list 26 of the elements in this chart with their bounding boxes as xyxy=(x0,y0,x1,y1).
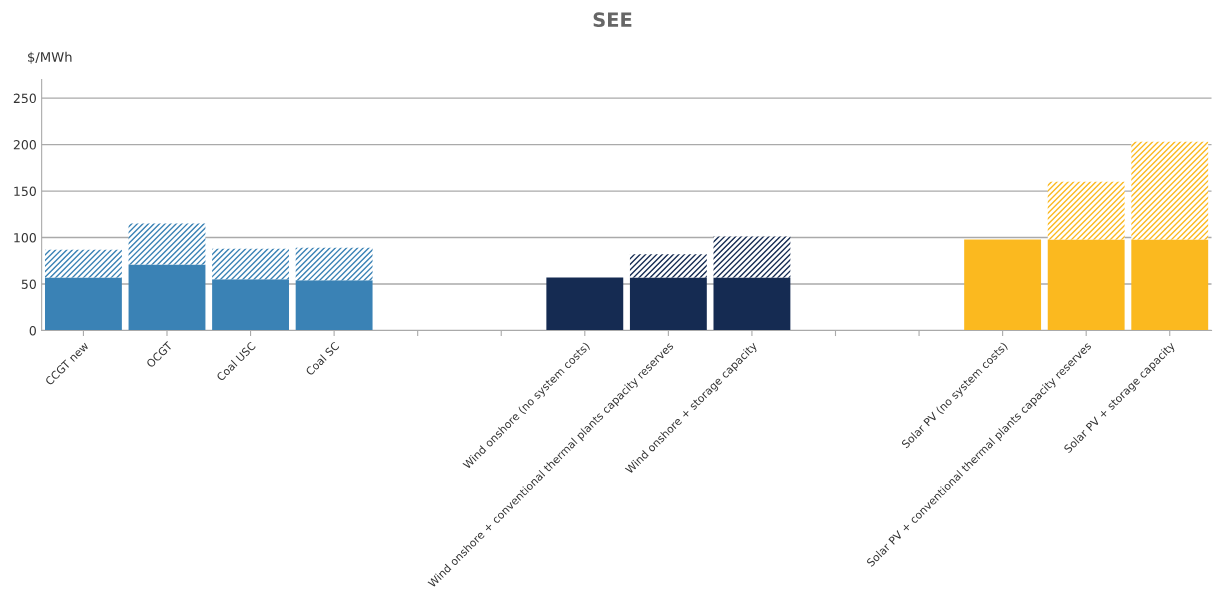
bar xyxy=(546,277,624,331)
bar xyxy=(1131,239,1209,331)
chart-title: SEE xyxy=(593,12,632,28)
bar xyxy=(713,236,791,278)
bar xyxy=(295,247,373,281)
bar xyxy=(629,254,707,278)
bar xyxy=(44,249,122,278)
y-tick-label: 250 xyxy=(13,93,36,104)
bar xyxy=(128,223,206,265)
bar xyxy=(128,264,206,331)
y-axis-title: $/MWh xyxy=(28,51,72,64)
y-tick-label: 0 xyxy=(29,325,36,336)
bar xyxy=(295,280,373,331)
bar xyxy=(1047,239,1125,331)
y-tick-label: 150 xyxy=(14,186,36,197)
bar xyxy=(1047,181,1125,240)
bar xyxy=(212,279,289,331)
bar xyxy=(713,277,791,331)
y-tick-label: 100 xyxy=(14,233,36,243)
bar xyxy=(964,239,1042,331)
bar xyxy=(1131,141,1209,240)
bar xyxy=(629,277,707,331)
y-tick-label: 50 xyxy=(21,279,36,289)
bar xyxy=(212,248,289,280)
y-tick-label: 200 xyxy=(13,140,36,150)
bar xyxy=(44,277,122,331)
